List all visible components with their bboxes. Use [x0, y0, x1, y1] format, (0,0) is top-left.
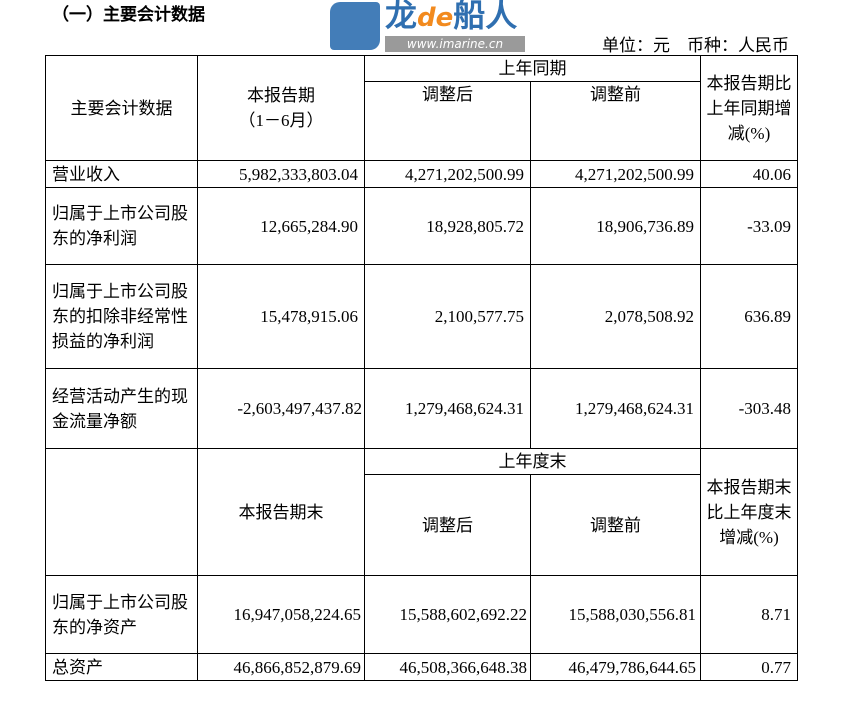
- header-prior: 上年同期: [364, 55, 701, 82]
- row-label: 营业收入: [45, 160, 198, 188]
- cell-before: 46,479,786,644.65: [530, 653, 701, 681]
- cell-before: 18,906,736.89: [530, 187, 701, 265]
- header-row: 主要会计数据 本报告期 （1－6月） 上年同期 本报告期比上年同期增减(%): [45, 55, 798, 161]
- cell-change: 40.06: [700, 160, 798, 188]
- row-label: 归属于上市公司股东的扣除非经常性损益的净利润: [45, 264, 198, 369]
- cell-adjusted: 18,928,805.72: [364, 187, 531, 265]
- table-row: 营业收入 5,982,333,803.04 4,271,202,500.99 4…: [45, 160, 798, 188]
- ship-logo-icon: [330, 2, 380, 50]
- cell-current: 5,982,333,803.04: [197, 160, 365, 188]
- row-label: 总资产: [45, 653, 198, 681]
- cell-current: 46,866,852,879.69: [197, 653, 365, 681]
- section-title: （一）主要会计数据: [52, 5, 205, 25]
- unit-currency-note: 单位：元 币种：人民币: [602, 36, 789, 56]
- cell-change: 8.71: [700, 575, 798, 654]
- cell-before: 1,279,468,624.31: [530, 368, 701, 449]
- cell-before: 15,588,030,556.81: [530, 575, 701, 654]
- header2-change: 本报告期末比上年度末增减(%): [700, 448, 798, 576]
- header2-prior: 上年度末: [364, 448, 701, 475]
- cell-adjusted: 46,508,366,648.38: [364, 653, 531, 681]
- header-before: 调整前: [530, 81, 701, 161]
- cell-current: 16,947,058,224.65: [197, 575, 365, 654]
- watermark-brand-b: de: [417, 3, 454, 33]
- cell-adjusted: 2,100,577.75: [364, 264, 531, 369]
- watermark-url: www.imarine.cn: [385, 36, 525, 52]
- header-current-label: 本报告期: [247, 86, 315, 105]
- watermark: 龙de船人 www.imarine.cn: [330, 0, 530, 54]
- row-label: 归属于上市公司股东的净利润: [45, 187, 198, 265]
- header2-adjusted: 调整后: [364, 474, 531, 576]
- cell-change: -33.09: [700, 187, 798, 265]
- cell-before: 2,078,508.92: [530, 264, 701, 369]
- header2-blank: [45, 448, 198, 576]
- cell-current: 12,665,284.90: [197, 187, 365, 265]
- cell-adjusted: 1,279,468,624.31: [364, 368, 531, 449]
- table-row: 归属于上市公司股东的扣除非经常性损益的净利润 15,478,915.06 2,1…: [45, 264, 798, 369]
- watermark-brand-a: 龙: [385, 0, 418, 34]
- accounting-data-table: 主要会计数据 本报告期 （1－6月） 上年同期 本报告期比上年同期增减(%) 调整…: [45, 55, 798, 681]
- table-row: 归属于上市公司股东的净利润 12,665,284.90 18,928,805.7…: [45, 187, 798, 265]
- header-current-sub: （1－6月）: [238, 111, 324, 130]
- cell-current: 15,478,915.06: [197, 264, 365, 369]
- cell-change: 636.89: [700, 264, 798, 369]
- header-row-2: 本报告期末 上年度末 本报告期末比上年度末增减(%): [45, 448, 798, 576]
- cell-before: 4,271,202,500.99: [530, 160, 701, 188]
- cell-current: -2,603,497,437.82: [197, 368, 365, 449]
- header-current: 本报告期 （1－6月）: [197, 55, 365, 161]
- table-row: 归属于上市公司股东的净资产 16,947,058,224.65 15,588,6…: [45, 575, 798, 654]
- watermark-brand-c: 船人: [453, 0, 518, 34]
- header-adjusted: 调整后: [364, 81, 531, 161]
- cell-adjusted: 4,271,202,500.99: [364, 160, 531, 188]
- cell-change: -303.48: [700, 368, 798, 449]
- header-item: 主要会计数据: [45, 55, 198, 161]
- cell-change: 0.77: [700, 653, 798, 681]
- header2-before: 调整前: [530, 474, 701, 576]
- table-row: 总资产 46,866,852,879.69 46,508,366,648.38 …: [45, 653, 798, 681]
- watermark-brand: 龙de船人: [385, 0, 517, 37]
- header2-current: 本报告期末: [197, 448, 365, 576]
- row-label: 经营活动产生的现金流量净额: [45, 368, 198, 449]
- row-label: 归属于上市公司股东的净资产: [45, 575, 198, 654]
- cell-adjusted: 15,588,602,692.22: [364, 575, 531, 654]
- table-row: 经营活动产生的现金流量净额 -2,603,497,437.82 1,279,46…: [45, 368, 798, 449]
- header-change: 本报告期比上年同期增减(%): [700, 55, 798, 161]
